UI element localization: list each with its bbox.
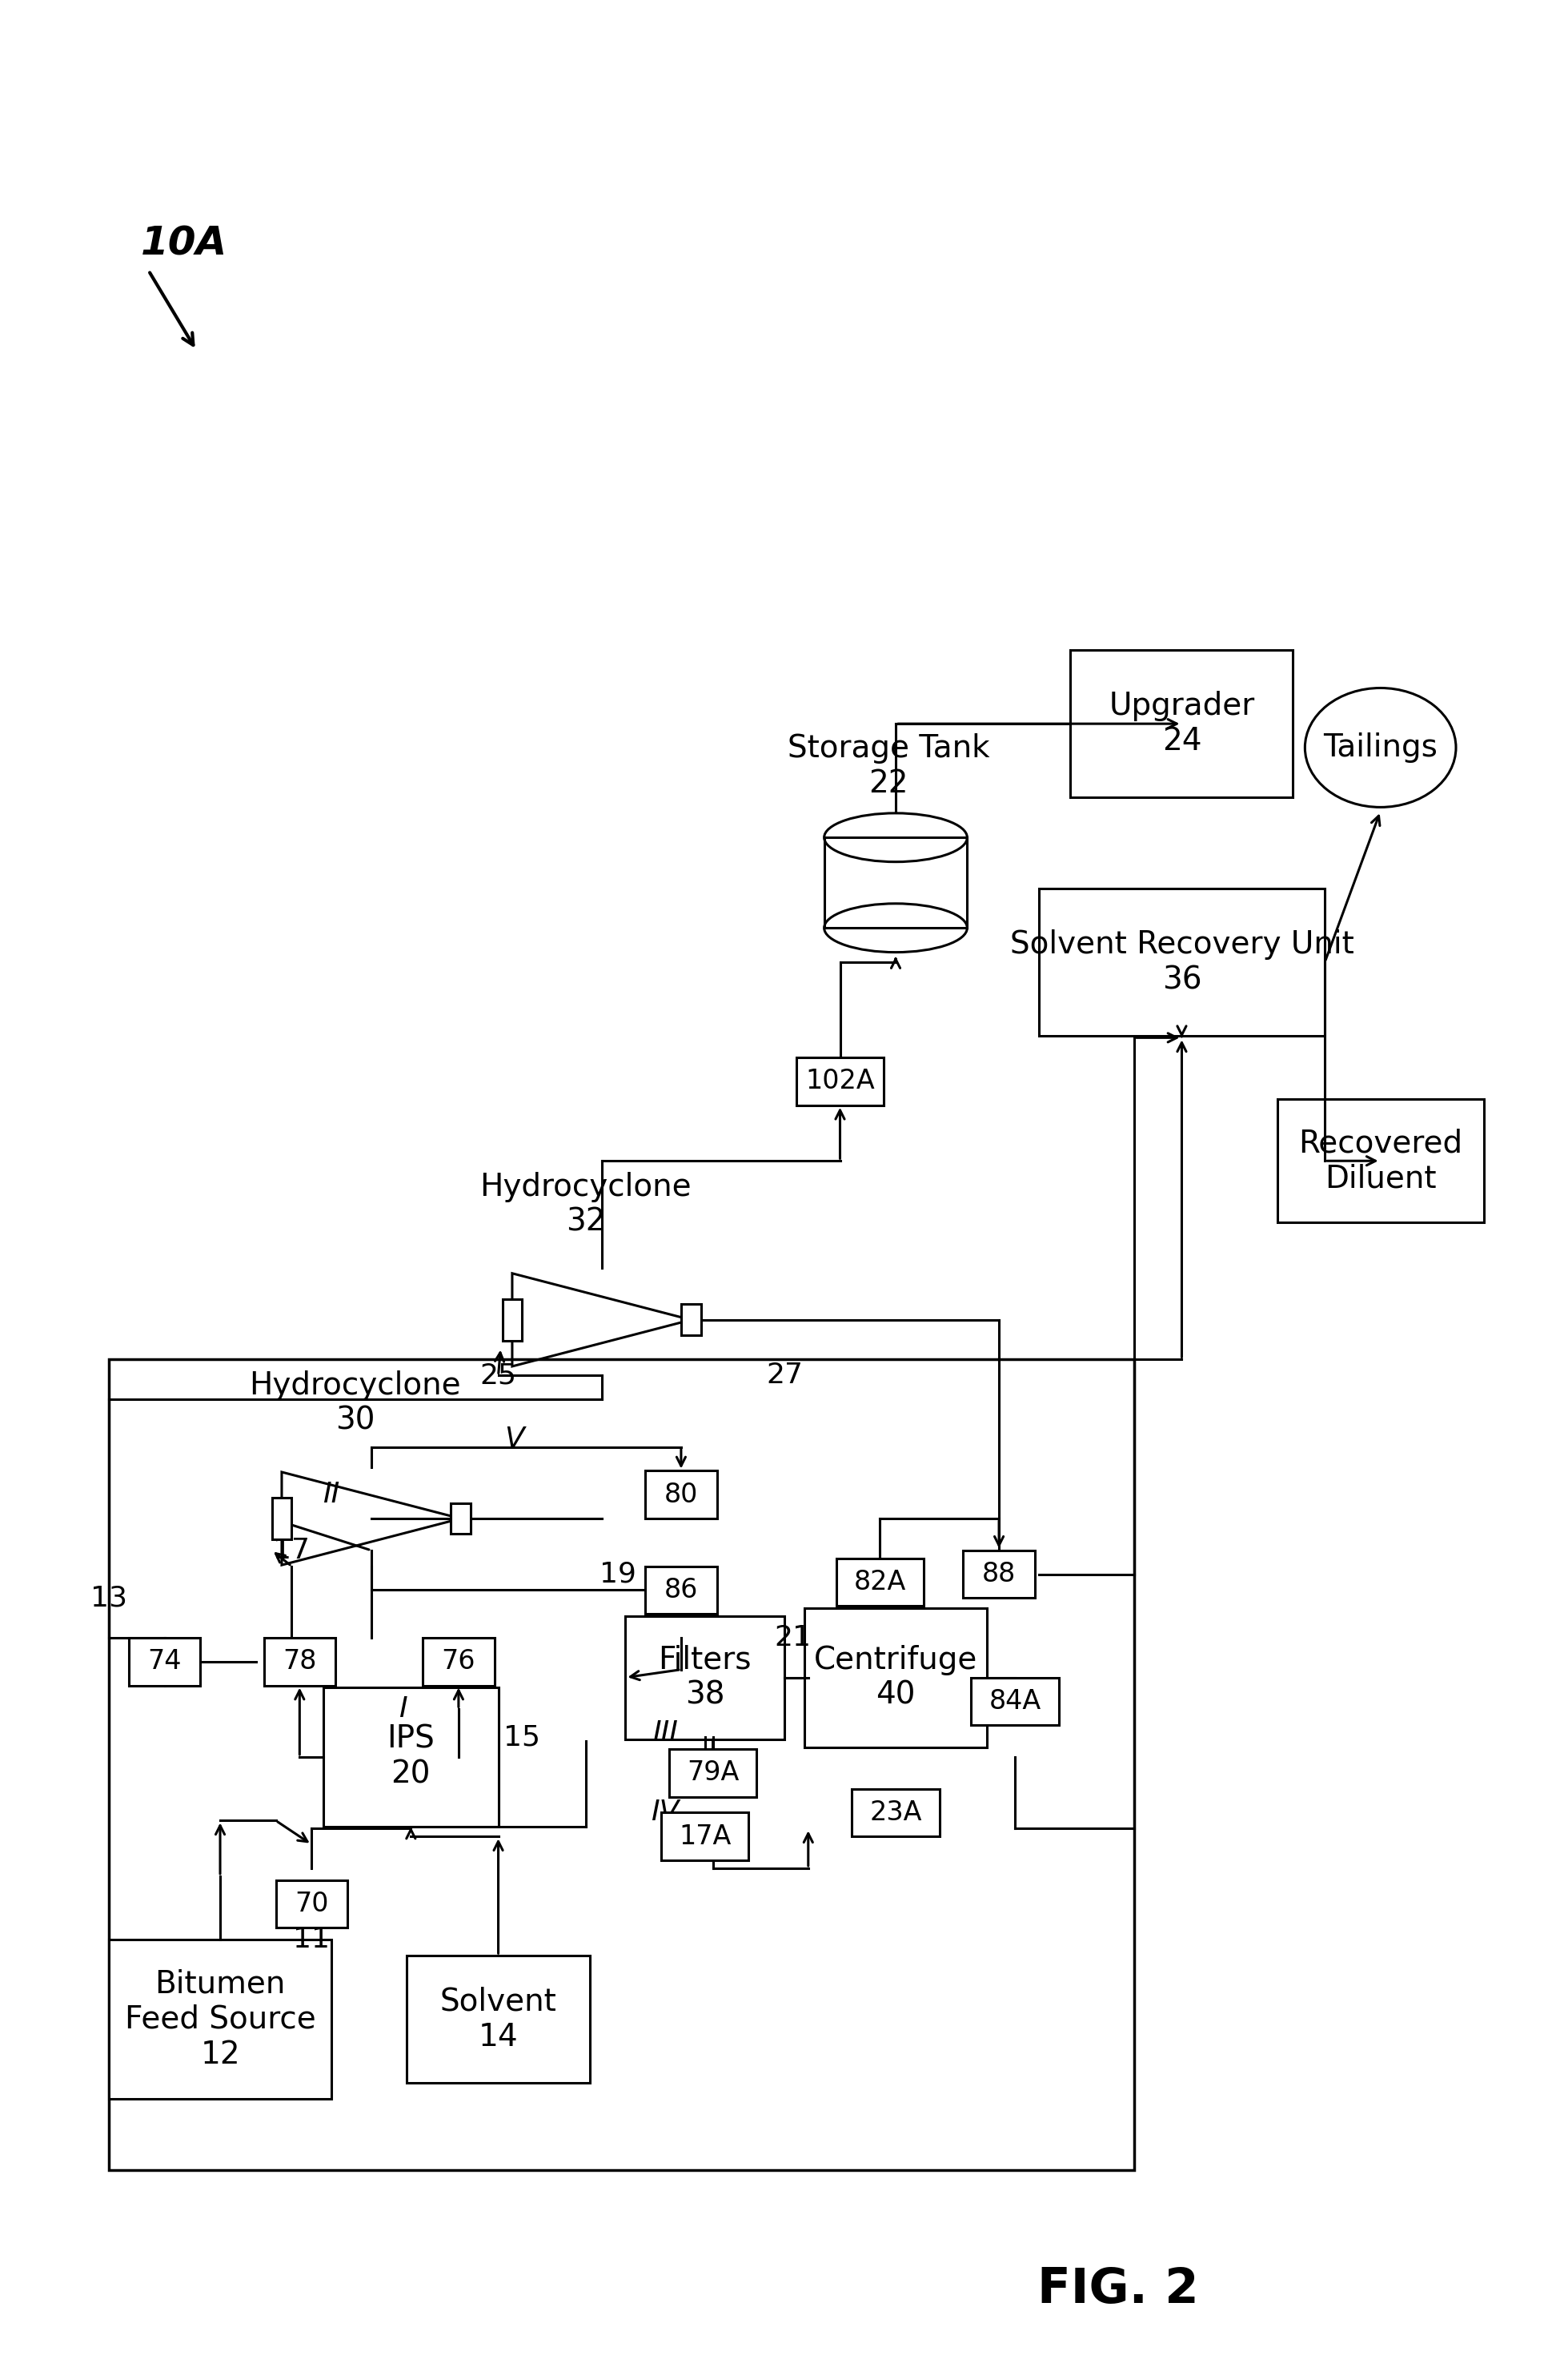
Text: Centrifuge
40: Centrifuge 40: [814, 1644, 977, 1711]
Bar: [971, 1677, 1058, 1725]
Text: 86: 86: [665, 1577, 698, 1603]
Bar: [276, 1879, 347, 1927]
Bar: [825, 837, 967, 928]
Bar: [323, 1687, 499, 1827]
Bar: [450, 1504, 470, 1534]
Text: Tailings: Tailings: [1323, 733, 1438, 764]
Text: Solvent Recovery Unit
36: Solvent Recovery Unit 36: [1010, 930, 1353, 994]
Bar: [681, 1304, 701, 1335]
Bar: [108, 1358, 1134, 2170]
Text: 78: 78: [282, 1649, 317, 1675]
Text: Filters
38: Filters 38: [659, 1644, 751, 1711]
Text: Recovered
Diluent: Recovered Diluent: [1298, 1128, 1463, 1194]
Text: 82A: 82A: [853, 1568, 906, 1596]
Bar: [836, 1558, 924, 1606]
Text: 17: 17: [273, 1537, 310, 1563]
Text: 19: 19: [599, 1561, 637, 1587]
Bar: [1071, 649, 1294, 797]
Text: Bitumen
Feed Source
12: Bitumen Feed Source 12: [124, 1970, 315, 2070]
Bar: [502, 1299, 522, 1339]
Text: Hydrocyclone
32: Hydrocyclone 32: [480, 1170, 691, 1237]
Bar: [670, 1749, 757, 1796]
Bar: [804, 1608, 986, 1746]
Text: I: I: [398, 1696, 408, 1722]
Bar: [662, 1813, 748, 1860]
Text: 17A: 17A: [679, 1822, 731, 1848]
Bar: [408, 1956, 590, 2084]
Text: 76: 76: [442, 1649, 475, 1675]
Bar: [1038, 890, 1325, 1035]
Text: V: V: [505, 1425, 524, 1454]
Text: FIG. 2: FIG. 2: [1038, 2265, 1200, 2312]
Bar: [1276, 1099, 1483, 1223]
Bar: [108, 1939, 331, 2098]
Bar: [423, 1637, 494, 1684]
Text: 102A: 102A: [806, 1068, 875, 1094]
Text: 84A: 84A: [989, 1689, 1041, 1715]
Bar: [129, 1637, 201, 1684]
Bar: [271, 1499, 292, 1539]
Bar: [851, 1789, 939, 1837]
Bar: [646, 1470, 717, 1518]
Text: 74: 74: [147, 1649, 182, 1675]
Text: II: II: [323, 1482, 340, 1508]
Text: III: III: [652, 1720, 677, 1746]
Bar: [263, 1637, 336, 1684]
Text: 10A: 10A: [141, 224, 227, 262]
Bar: [963, 1551, 1035, 1599]
Bar: [626, 1615, 784, 1739]
Text: 88: 88: [982, 1561, 1016, 1587]
Text: Hydrocyclone
30: Hydrocyclone 30: [249, 1370, 461, 1437]
Text: 15: 15: [503, 1722, 541, 1751]
Text: Storage Tank
22: Storage Tank 22: [787, 733, 989, 799]
Text: 70: 70: [295, 1891, 329, 1917]
Text: 21: 21: [775, 1625, 811, 1651]
Text: Solvent
14: Solvent 14: [441, 1986, 557, 2053]
Text: 79A: 79A: [687, 1760, 739, 1787]
Text: 80: 80: [665, 1482, 698, 1508]
Text: IPS
20: IPS 20: [387, 1725, 434, 1789]
Text: 25: 25: [480, 1361, 517, 1389]
Bar: [797, 1059, 884, 1106]
Bar: [646, 1565, 717, 1613]
Text: 11: 11: [293, 1927, 329, 1953]
Text: 27: 27: [767, 1361, 803, 1389]
Text: 13: 13: [91, 1584, 127, 1611]
Text: 23A: 23A: [869, 1799, 922, 1825]
Text: IV: IV: [651, 1799, 679, 1827]
Text: Upgrader
24: Upgrader 24: [1109, 690, 1254, 757]
